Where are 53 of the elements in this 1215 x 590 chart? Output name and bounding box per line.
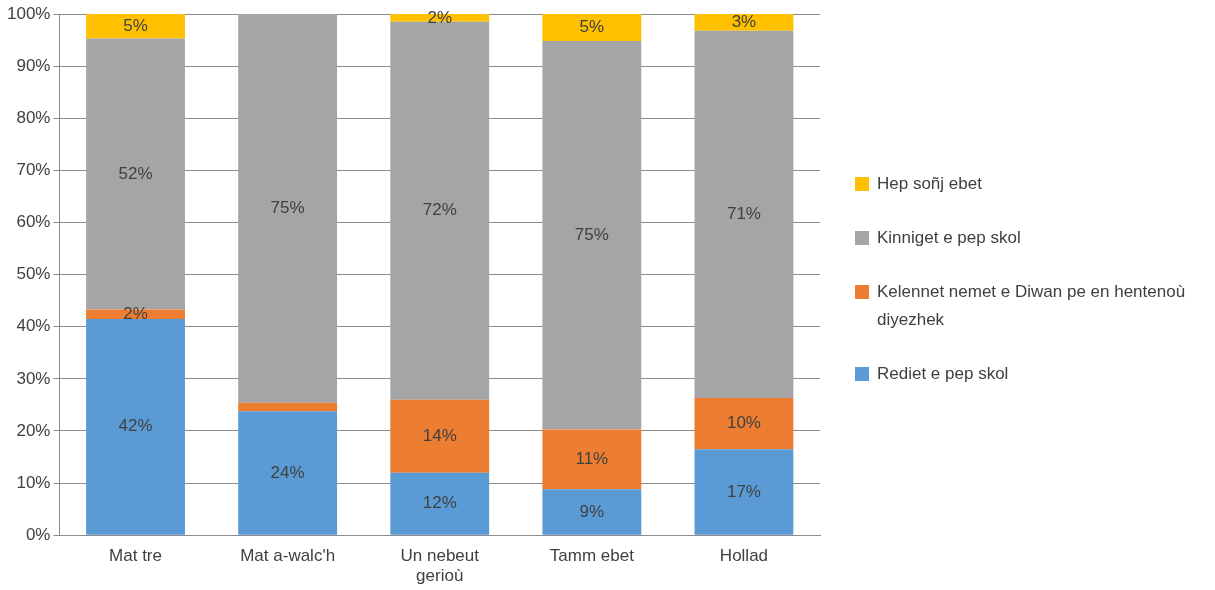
bar <box>238 402 338 412</box>
y-tick-label: 40% <box>16 316 51 336</box>
data-label: 10% <box>726 413 761 433</box>
y-tick-label: 80% <box>16 107 51 127</box>
x-tick-label: Mat a-walc'h <box>240 546 336 566</box>
x-tick-label: Hollad <box>719 546 769 566</box>
y-tick-label: 100% <box>7 3 51 23</box>
data-label: 42% <box>118 416 153 436</box>
y-tick-label: 20% <box>16 420 51 440</box>
legend-label: Kelennet nemet e Diwan pe en hentenoù diyezhek <box>877 281 1187 331</box>
data-label: 11% <box>575 449 609 469</box>
data-label: 2% <box>123 303 148 323</box>
bar <box>542 489 642 535</box>
y-tick-label: 60% <box>16 212 51 232</box>
x-tick-label: Tamm ebet <box>549 546 635 566</box>
bar <box>86 318 185 535</box>
bar <box>238 14 338 403</box>
data-label: 71% <box>726 204 761 224</box>
bar <box>390 399 490 473</box>
bar <box>542 41 642 430</box>
bar <box>694 30 794 399</box>
data-label: 5% <box>579 17 605 37</box>
data-label: 9% <box>579 501 605 521</box>
y-tick-label: 90% <box>16 55 51 75</box>
bar <box>86 14 185 39</box>
data-label: 3% <box>731 12 757 32</box>
bar <box>694 398 794 450</box>
data-label: 24% <box>270 462 305 482</box>
x-tick-label: Un nebeut gerioù <box>400 546 480 586</box>
y-tick-label: 10% <box>16 472 51 492</box>
y-tick-label: 0% <box>25 524 51 544</box>
data-label: 12% <box>422 493 457 513</box>
data-label: 5% <box>123 15 148 35</box>
data-label: 14% <box>422 425 457 445</box>
data-label: 75% <box>574 224 609 244</box>
bar <box>542 14 642 42</box>
y-tick-label: 70% <box>16 160 51 180</box>
bar <box>694 449 794 535</box>
legend-label: Rediet e pep skol <box>877 363 1009 385</box>
y-tick-label: 50% <box>16 264 51 284</box>
data-label: 72% <box>422 200 457 220</box>
legend-label: Hep soñj ebet <box>877 173 982 195</box>
data-label: 52% <box>118 163 153 183</box>
data-label: 17% <box>726 481 761 501</box>
x-tick-label: Mat tre <box>109 546 162 566</box>
y-tick-label: 30% <box>16 368 51 388</box>
bar <box>542 429 642 490</box>
legend-label: Kinniget e pep skol <box>877 227 1021 249</box>
bar <box>390 472 490 535</box>
bar <box>238 411 338 535</box>
bar <box>390 21 490 400</box>
bar <box>694 14 794 31</box>
data-label: 75% <box>270 198 305 218</box>
